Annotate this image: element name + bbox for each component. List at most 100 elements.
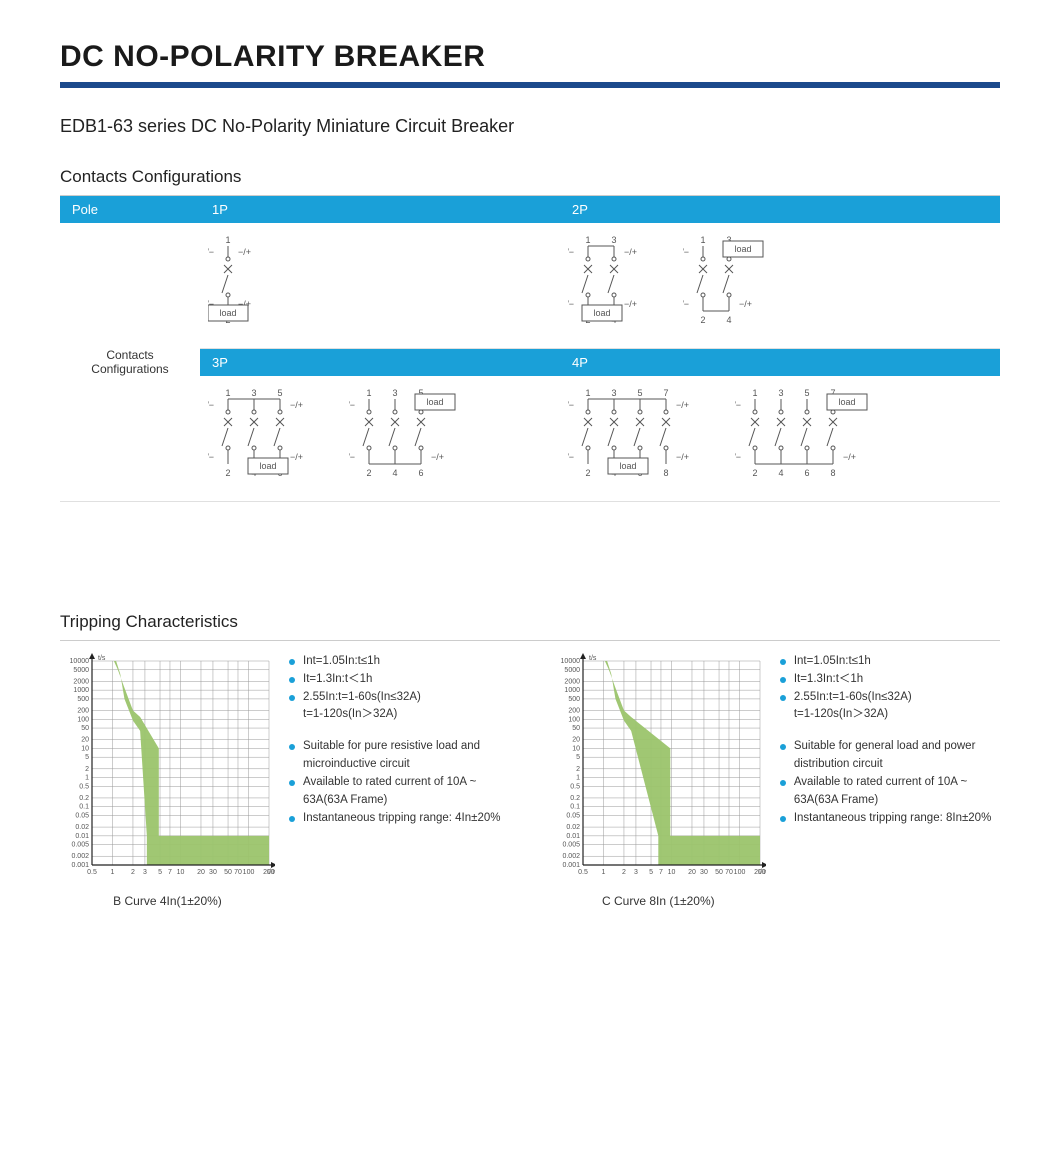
svg-text:0.005: 0.005: [71, 842, 89, 849]
svg-text:50: 50: [81, 725, 89, 732]
svg-text:3: 3: [611, 235, 616, 245]
svg-text:0.5: 0.5: [79, 783, 89, 790]
svg-text:0.5: 0.5: [87, 869, 97, 876]
svg-text:0.01: 0.01: [566, 833, 580, 840]
svg-text:1000: 1000: [73, 687, 89, 694]
svg-text:3: 3: [251, 388, 256, 398]
svg-text:30: 30: [700, 869, 708, 876]
svg-text:0.002: 0.002: [71, 853, 89, 860]
note-item: t=1-120s(In＞32A): [289, 706, 521, 724]
svg-text:3: 3: [143, 869, 147, 876]
svg-text:7: 7: [663, 388, 668, 398]
svg-text:load: load: [593, 308, 610, 318]
svg-text:0.1: 0.1: [79, 804, 89, 811]
svg-text:2: 2: [622, 869, 626, 876]
svg-text:load: load: [426, 397, 443, 407]
note-item: It=1.3In:t＜1h: [780, 671, 1000, 689]
svg-text:0.02: 0.02: [75, 824, 89, 831]
svg-text:10000: 10000: [70, 658, 90, 665]
svg-text:3: 3: [611, 388, 616, 398]
svg-text:20: 20: [81, 737, 89, 744]
svg-text:10: 10: [667, 869, 675, 876]
svg-text:0.005: 0.005: [562, 842, 580, 849]
note-item: Int=1.05In:t≤1h: [780, 653, 1000, 671]
svg-text:I/In: I/In: [758, 869, 766, 876]
svg-text:1: 1: [752, 388, 757, 398]
diagram-2p: 12+/−+/−34−/+−/+load 12+/−+/−34−/+−/+loa…: [560, 223, 1000, 349]
svg-text:100: 100: [77, 716, 89, 723]
b-notes-bot: Suitable for pure resistive load and mic…: [289, 738, 521, 827]
svg-text:4: 4: [726, 315, 731, 325]
svg-text:500: 500: [568, 696, 580, 703]
svg-text:50: 50: [224, 869, 232, 876]
svg-text:7: 7: [168, 869, 172, 876]
svg-text:10: 10: [177, 869, 185, 876]
svg-text:5: 5: [637, 388, 642, 398]
svg-text:−/+: −/+: [238, 247, 251, 257]
note-item: Instantaneous tripping range: 8In±20%: [780, 810, 1000, 828]
svg-text:load: load: [734, 244, 751, 254]
svg-text:+/−: +/−: [568, 452, 574, 462]
svg-text:+/−: +/−: [349, 400, 355, 410]
col-4p-header: 4P: [560, 349, 1000, 377]
circuit-3p-v0: 12+/−+/−3456−/+−/+load: [208, 386, 340, 486]
svg-text:1: 1: [585, 388, 590, 398]
svg-text:5: 5: [576, 754, 580, 761]
svg-text:1: 1: [85, 775, 89, 782]
svg-text:200: 200: [568, 708, 580, 715]
svg-text:5: 5: [649, 869, 653, 876]
svg-text:6: 6: [418, 468, 423, 478]
svg-text:7: 7: [659, 869, 663, 876]
svg-text:+/−: +/−: [349, 452, 355, 462]
b-notes-top: Int=1.05In:t≤1hIt=1.3In:t＜1h2.55In:t=1-6…: [289, 653, 521, 724]
svg-text:−/+: −/+: [431, 452, 444, 462]
svg-text:1: 1: [700, 235, 705, 245]
note-item: t=1-120s(In＞32A): [780, 706, 1000, 724]
svg-text:0.2: 0.2: [570, 795, 580, 802]
svg-text:1: 1: [366, 388, 371, 398]
contacts-header-top: Pole 1P 2P: [60, 196, 1000, 223]
circuit-4p-v1: 12+/−+/−345678−/+−/+load: [735, 386, 893, 486]
divider: [60, 640, 1000, 641]
svg-text:+/−: +/−: [568, 400, 574, 410]
svg-text:10: 10: [572, 745, 580, 752]
circuit-4p-v0: 12+/−+/−345678−/+−/+load: [568, 386, 726, 486]
svg-text:4: 4: [778, 468, 783, 478]
svg-text:5000: 5000: [564, 667, 580, 674]
svg-text:8: 8: [663, 468, 668, 478]
note-item: Available to rated current of 10A ~ 63A(…: [780, 774, 1000, 810]
svg-text:+/−: +/−: [683, 299, 689, 309]
b-curve-chart: 100005000200010005002001005020105210.50.…: [60, 653, 275, 888]
svg-text:I/In: I/In: [267, 869, 275, 876]
diagram-1p: 12+/−+/−−/+−/+load: [200, 223, 560, 349]
svg-text:2000: 2000: [564, 678, 580, 685]
svg-text:2: 2: [585, 468, 590, 478]
svg-text:+/−: +/−: [568, 247, 574, 257]
note-item: 2.55In:t=1-60s(In≤32A): [780, 689, 1000, 707]
row-label-line2: Configurations: [91, 362, 168, 376]
svg-text:5: 5: [804, 388, 809, 398]
svg-text:5: 5: [158, 869, 162, 876]
svg-text:100: 100: [568, 716, 580, 723]
circuit-2p-v0: 12+/−+/−34−/+−/+load: [568, 233, 674, 333]
svg-text:0.5: 0.5: [578, 869, 588, 876]
svg-text:−/+: −/+: [290, 452, 303, 462]
svg-text:0.01: 0.01: [75, 833, 89, 840]
svg-text:−/+: −/+: [624, 247, 637, 257]
contacts-header-bot: 3P 4P: [60, 349, 1000, 377]
svg-text:+/−: +/−: [735, 400, 741, 410]
circuit-1p-v0: 12+/−+/−−/+−/+load: [208, 233, 288, 333]
col-3p-header: 3P: [200, 349, 560, 377]
note-item: Suitable for general load and power dist…: [780, 738, 1000, 774]
note-item: 2.55In:t=1-60s(In≤32A): [289, 689, 521, 707]
c-curve-legend: Int=1.05In:t≤1hIt=1.3In:t＜1h2.55In:t=1-6…: [780, 653, 1000, 888]
c-notes-bot: Suitable for general load and power dist…: [780, 738, 1000, 827]
svg-text:1: 1: [601, 869, 605, 876]
svg-text:8: 8: [830, 468, 835, 478]
svg-text:2000: 2000: [73, 678, 89, 685]
circuit-3p-v1: 12+/−+/−3456−/+−/+load: [349, 386, 481, 486]
svg-text:20: 20: [197, 869, 205, 876]
svg-text:3: 3: [392, 388, 397, 398]
svg-text:1000: 1000: [564, 687, 580, 694]
svg-text:20: 20: [572, 737, 580, 744]
